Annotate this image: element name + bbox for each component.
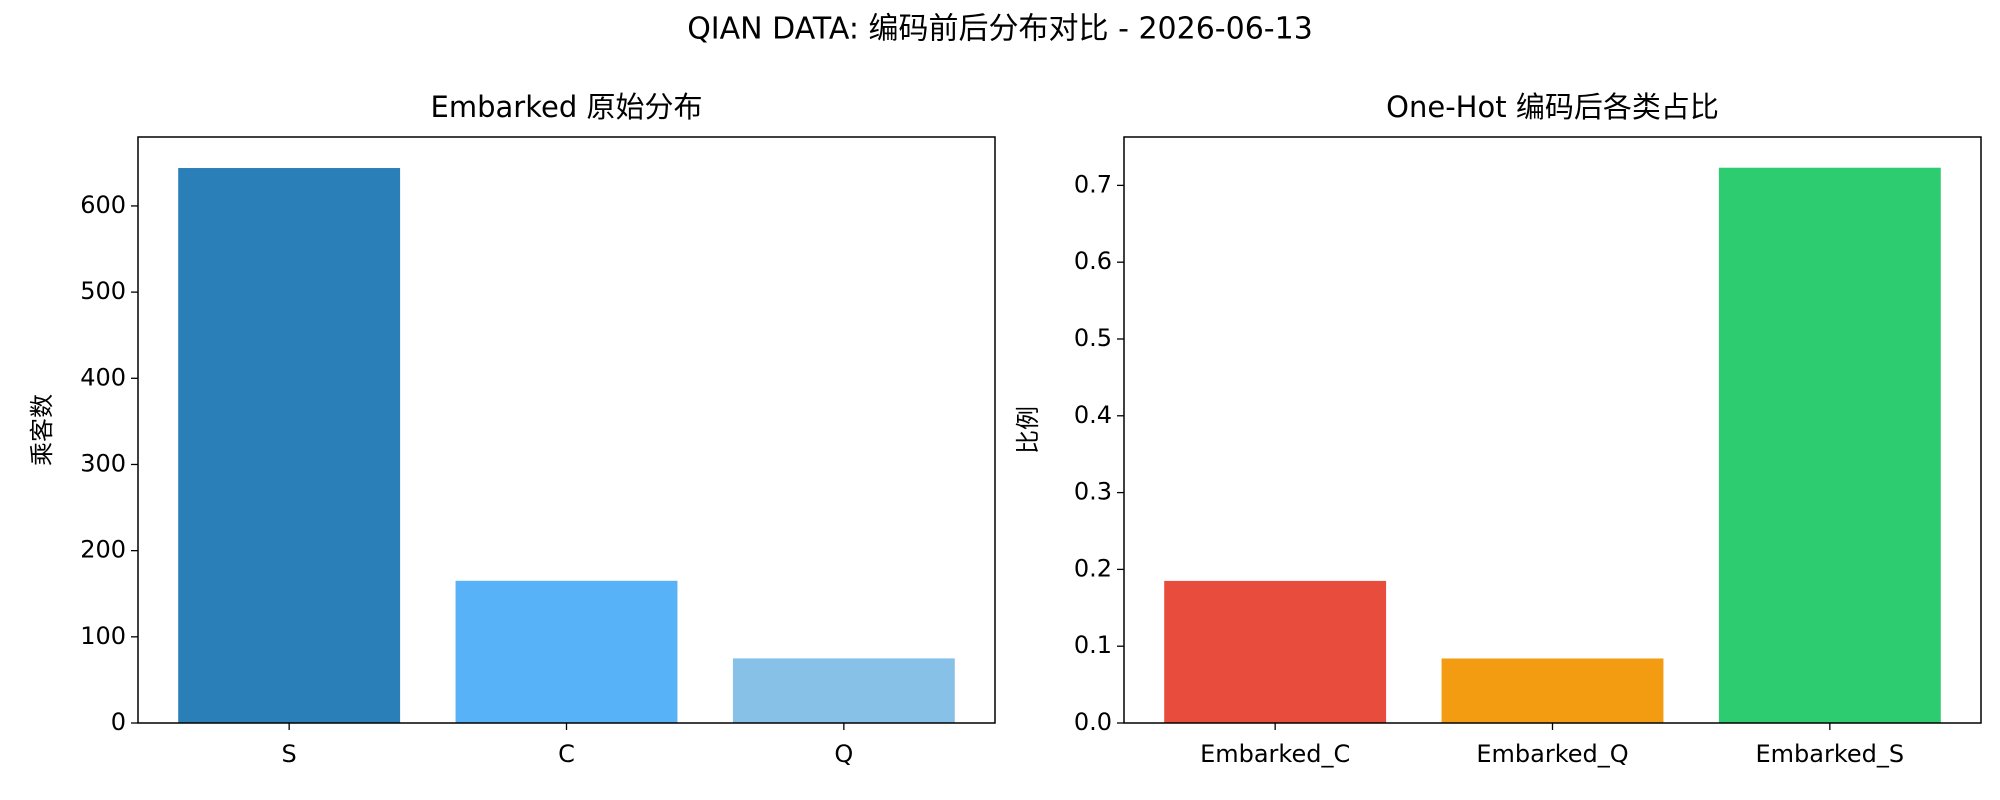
x-tick-label: C [558, 740, 575, 768]
bar [1164, 580, 1387, 723]
y-tick-label: 0.5 [1074, 324, 1112, 352]
bar [178, 168, 401, 723]
y-tick-label: 200 [80, 536, 126, 564]
x-tick-label: S [282, 740, 297, 768]
bar [455, 580, 678, 723]
chart-title: Embarked 原始分布 [431, 90, 703, 124]
y-tick-label: 600 [80, 191, 126, 219]
x-tick-label: Embarked_C [1200, 740, 1350, 768]
bar [1441, 658, 1664, 723]
bar [732, 658, 955, 723]
y-axis-label: 乘客数 [28, 394, 56, 466]
chart-title: One-Hot 编码后各类占比 [1386, 90, 1719, 124]
y-tick-label: 100 [80, 622, 126, 650]
y-tick-label: 400 [80, 363, 126, 391]
y-tick-label: 0.3 [1074, 478, 1112, 506]
y-tick-label: 0.0 [1074, 708, 1112, 736]
x-tick-label: Embarked_S [1756, 740, 1905, 768]
y-tick-label: 0.2 [1074, 554, 1112, 582]
plot-frame [1123, 136, 1982, 724]
y-tick-label: 300 [80, 449, 126, 477]
y-tick-label: 0.6 [1074, 247, 1112, 275]
bar [1718, 167, 1941, 724]
y-axis-label: 比例 [1014, 406, 1042, 454]
plot-frame [137, 136, 996, 724]
x-tick-label: Embarked_Q [1476, 740, 1628, 768]
y-tick-label: 0 [111, 708, 126, 736]
y-tick-label: 500 [80, 277, 126, 305]
figure-title: QIAN DATA: 编码前后分布对比 - 2026-06-13 [687, 12, 1313, 47]
y-tick-label: 0.1 [1074, 631, 1112, 659]
y-tick-label: 0.4 [1074, 401, 1112, 429]
x-tick-label: Q [834, 740, 853, 768]
y-tick-label: 0.7 [1074, 170, 1112, 198]
